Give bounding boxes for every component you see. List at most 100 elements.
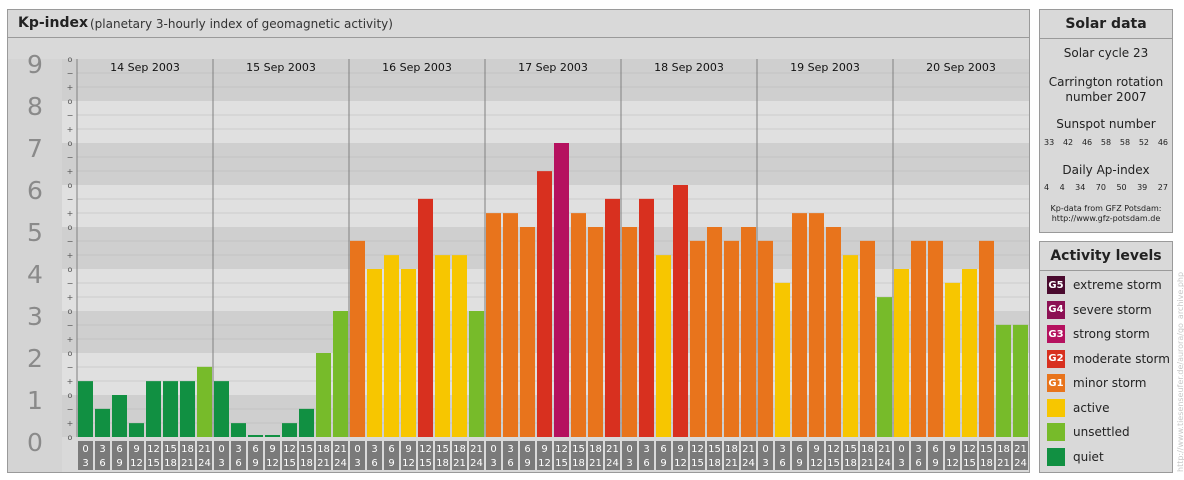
activity-levels-panel: Activity levels G5 extreme storm G4 severe … xyxy=(1039,241,1173,473)
minor-tick-label: − xyxy=(67,321,74,330)
kp-bar xyxy=(299,408,314,437)
interval-start-label: 12 xyxy=(147,444,160,455)
interval-end-label: 12 xyxy=(946,458,959,469)
kp-bar xyxy=(401,269,416,437)
kp-bar xyxy=(792,213,807,437)
kp-bar xyxy=(265,435,280,437)
y-tick-label: 4 xyxy=(27,260,43,289)
time-label-box xyxy=(571,441,586,470)
interval-start-label: 9 xyxy=(405,444,411,455)
interval-end-label: 6 xyxy=(643,458,649,469)
interval-start-label: 9 xyxy=(133,444,139,455)
solar-data-header: Solar data xyxy=(1040,10,1172,39)
minor-tick-label: − xyxy=(67,363,74,372)
kp-bar xyxy=(741,227,756,437)
time-label-box xyxy=(809,441,824,470)
interval-start-label: 15 xyxy=(708,444,721,455)
activity-level-swatch: G1 xyxy=(1047,374,1065,392)
interval-end-label: 15 xyxy=(555,458,568,469)
carrington-line1: Carrington rotation xyxy=(1048,75,1164,89)
time-label-box xyxy=(877,441,892,470)
interval-end-label: 24 xyxy=(198,458,211,469)
interval-start-label: 0 xyxy=(898,444,904,455)
interval-start-label: 3 xyxy=(507,444,513,455)
interval-start-label: 6 xyxy=(524,444,530,455)
kp-bar xyxy=(928,240,943,437)
kp-band-4 xyxy=(8,227,1029,269)
time-label-box xyxy=(826,441,841,470)
time-label-box xyxy=(282,441,297,470)
interval-end-label: 15 xyxy=(419,458,432,469)
interval-end-label: 21 xyxy=(453,458,466,469)
minor-tick-label: o xyxy=(68,265,73,274)
interval-start-label: 6 xyxy=(796,444,802,455)
kp-bar xyxy=(163,381,178,437)
minor-tick-label: + xyxy=(67,125,74,134)
chart-title: Kp-index xyxy=(18,15,88,31)
interval-end-label: 12 xyxy=(130,458,143,469)
kp-bar xyxy=(197,366,212,437)
source-link[interactable]: http://www.gfz-potsdam.de xyxy=(1051,214,1161,223)
ap-index-value: 4 xyxy=(1044,183,1050,192)
interval-start-label: 0 xyxy=(218,444,224,455)
kp-bar xyxy=(214,381,229,437)
interval-end-label: 15 xyxy=(691,458,704,469)
minor-tick-label: + xyxy=(67,419,74,428)
interval-start-label: 6 xyxy=(116,444,122,455)
time-label-box xyxy=(333,441,348,470)
minor-tick-label: o xyxy=(68,97,73,106)
interval-end-label: 9 xyxy=(524,458,530,469)
interval-end-label: 18 xyxy=(572,458,585,469)
solar-cycle-text: Solar cycle 23 xyxy=(1063,46,1149,60)
kp-bar xyxy=(418,198,433,437)
chart-subtitle: (planetary 3-hourly index of geomagnetic… xyxy=(90,17,393,31)
interval-end-label: 21 xyxy=(317,458,330,469)
kp-bar xyxy=(707,227,722,437)
day-label: 18 Sep 2003 xyxy=(654,61,724,74)
minor-tick-label: + xyxy=(67,335,74,344)
kp-bar xyxy=(673,185,688,437)
time-label-box xyxy=(316,441,331,470)
kp-bar xyxy=(996,324,1011,437)
interval-end-label: 15 xyxy=(827,458,840,469)
interval-start-label: 15 xyxy=(572,444,585,455)
interval-start-label: 15 xyxy=(844,444,857,455)
kp-band-7 xyxy=(8,101,1029,143)
minor-tick-label: − xyxy=(67,111,74,120)
activity-level-item: unsettled xyxy=(1047,422,1130,442)
interval-end-label: 12 xyxy=(674,458,687,469)
interval-end-label: 21 xyxy=(725,458,738,469)
kp-bar xyxy=(656,255,671,437)
time-label-box xyxy=(418,441,433,470)
kp-bar xyxy=(962,269,977,437)
interval-end-label: 3 xyxy=(626,458,632,469)
kp-bar xyxy=(894,269,909,437)
activity-level-swatch xyxy=(1047,447,1065,466)
sunspot-value: 46 xyxy=(1157,138,1168,147)
interval-start-label: 0 xyxy=(354,444,360,455)
time-label-box xyxy=(656,441,671,470)
minor-tick-label: o xyxy=(68,349,73,358)
kp-bar xyxy=(333,311,348,437)
kp-bar xyxy=(1013,324,1028,437)
interval-end-label: 18 xyxy=(300,458,313,469)
activity-level-swatch: G3 xyxy=(1047,325,1065,343)
time-label-box xyxy=(265,441,280,470)
interval-end-label: 21 xyxy=(589,458,602,469)
minor-tick-label: o xyxy=(68,55,73,64)
kp-bar xyxy=(690,240,705,437)
ap-index-values: 4 4 34 70 50 39 27 xyxy=(1044,183,1168,192)
source-line1: Kp-data from GFZ Potsdam: xyxy=(1050,204,1162,213)
minor-tick-label: + xyxy=(67,293,74,302)
kp-bar xyxy=(826,227,841,437)
day-label: 14 Sep 2003 xyxy=(110,61,180,74)
interval-end-label: 3 xyxy=(490,458,496,469)
time-label-box xyxy=(503,441,518,470)
interval-end-label: 6 xyxy=(235,458,241,469)
minor-tick-label: − xyxy=(67,153,74,162)
time-label-box xyxy=(248,441,263,470)
activity-level-item: G4 severe storm xyxy=(1047,300,1152,320)
time-label-box xyxy=(741,441,756,470)
kp-bar xyxy=(367,269,382,437)
time-label-box xyxy=(486,441,501,470)
